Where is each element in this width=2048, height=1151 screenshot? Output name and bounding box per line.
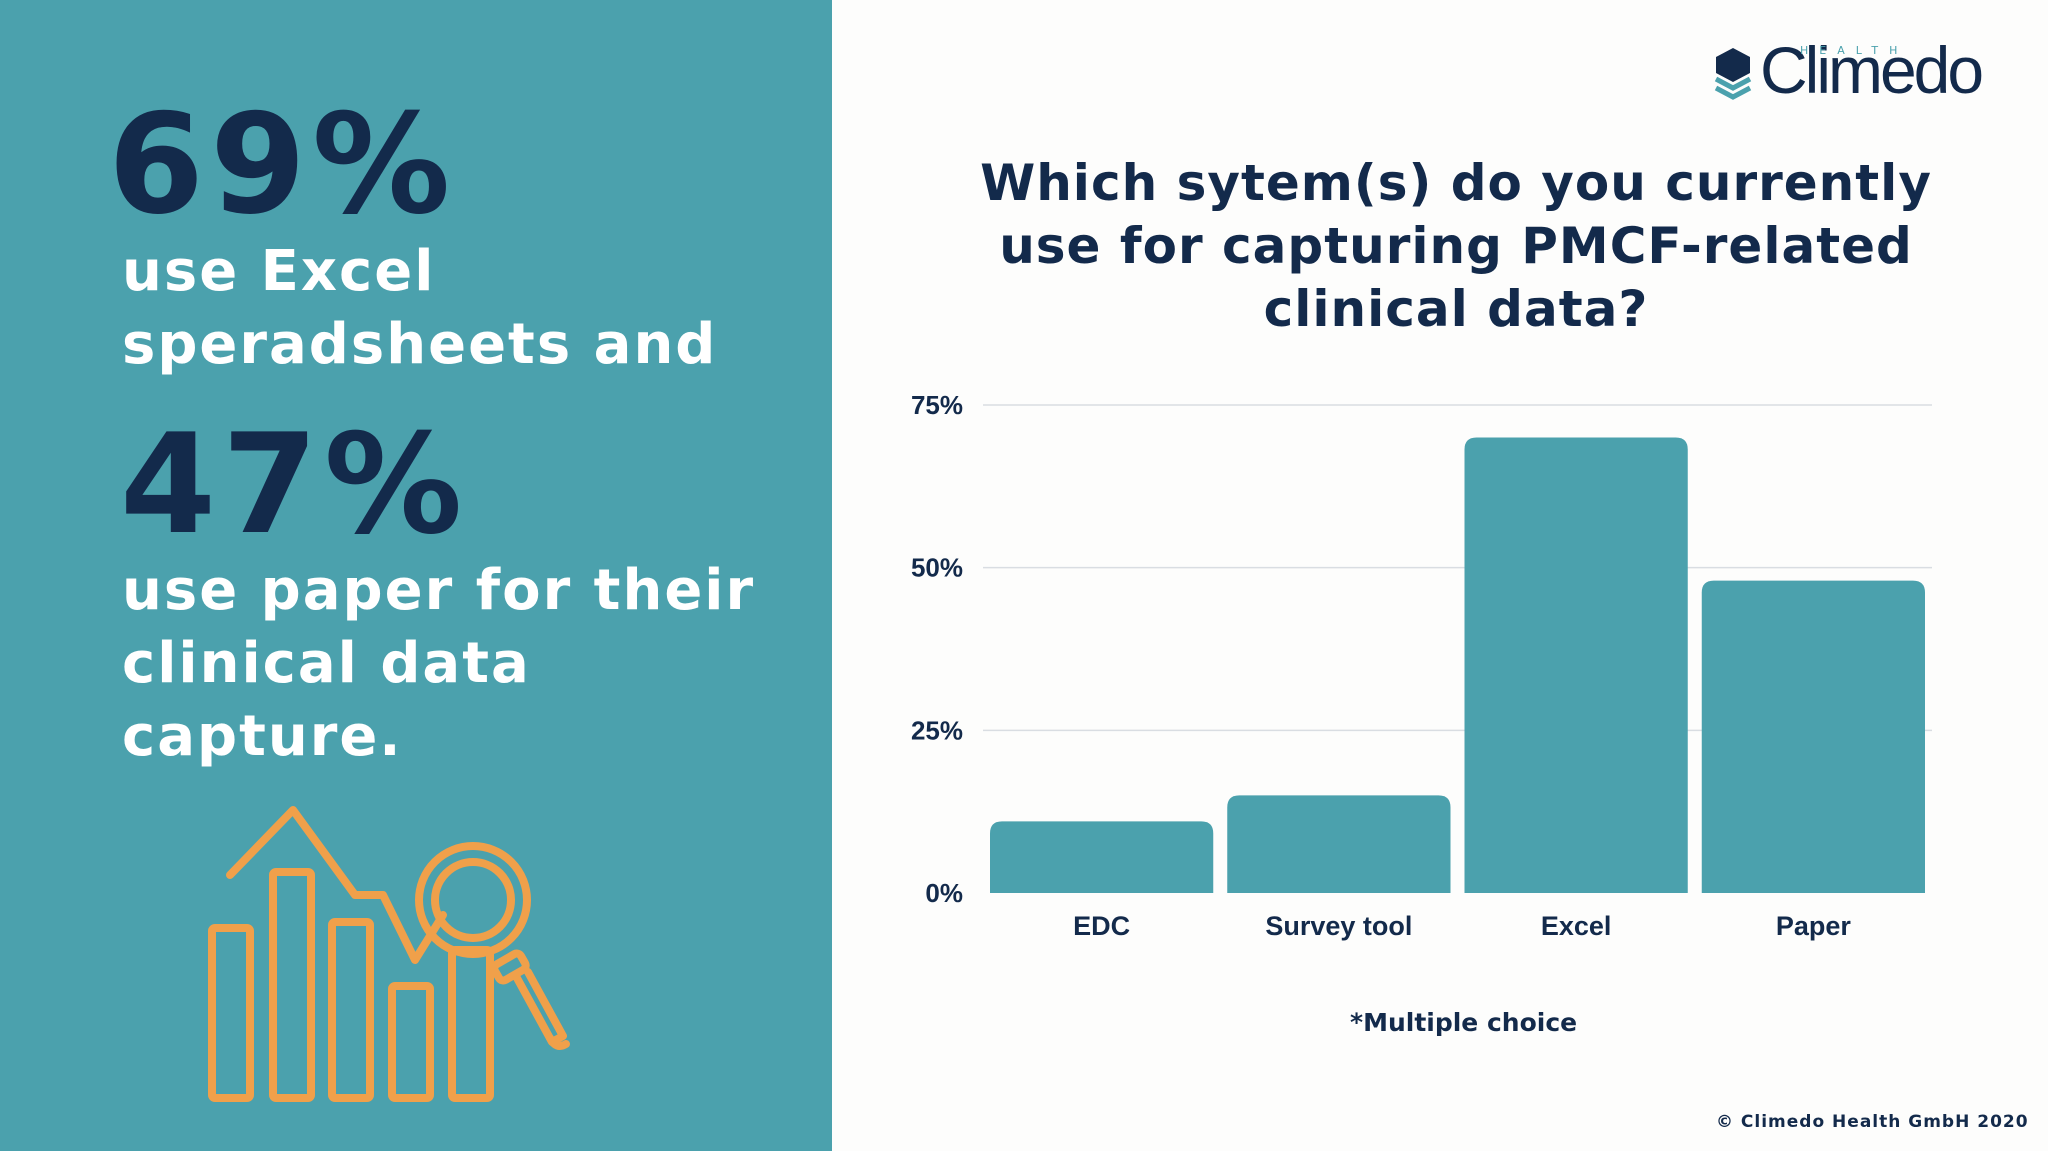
x-tick-label: EDC (1073, 911, 1130, 941)
stat-paper-text-line2: clinical data (122, 631, 531, 696)
chart-magnifier-icon (208, 806, 570, 1102)
stat-paper-text-line3: capture. (122, 704, 403, 769)
bar (1227, 795, 1451, 893)
hexagon-layers-icon (1714, 48, 1752, 100)
x-tick-label: Excel (1541, 911, 1612, 941)
stat-paper-value: 47% (120, 404, 469, 565)
bar-chart: 0% 25% 50% 75% EDC Survey tool Excel Paper (911, 390, 1932, 941)
bar (990, 821, 1214, 893)
chart-title-line: clinical data? (1263, 280, 1649, 338)
y-tick-label: 25% (911, 715, 963, 745)
y-tick-label: 0% (925, 878, 963, 908)
chart-title: Which sytem(s) do you currently use for … (960, 152, 1952, 341)
y-tick-label: 50% (911, 553, 963, 583)
x-tick-label: Paper (1776, 911, 1852, 941)
stat-paper-text-line1: use paper for their (122, 558, 756, 623)
stat-excel-value: 69% (108, 84, 457, 245)
stat-excel-text-line2: speradsheets and (122, 312, 718, 377)
logo-tagline: HEALTH (1800, 44, 1909, 57)
x-tick-label: Survey tool (1265, 911, 1412, 941)
bar (1464, 437, 1688, 893)
chart-title-line: use for capturing PMCF-related (999, 217, 1913, 275)
left-panel: 69% use Excel speradsheets and 47% use p… (0, 0, 832, 1151)
logo-wordmark: Climedo (1760, 33, 1984, 107)
copyright: © Climedo Health GmbH 2020 (1716, 1112, 2029, 1132)
footnote: *Multiple choice (1350, 1008, 1578, 1037)
stat-excel-text-line1: use Excel (122, 239, 436, 304)
bar (1701, 580, 1925, 893)
y-tick-label: 75% (911, 390, 963, 420)
chart-title-line: Which sytem(s) do you currently (980, 154, 1932, 212)
